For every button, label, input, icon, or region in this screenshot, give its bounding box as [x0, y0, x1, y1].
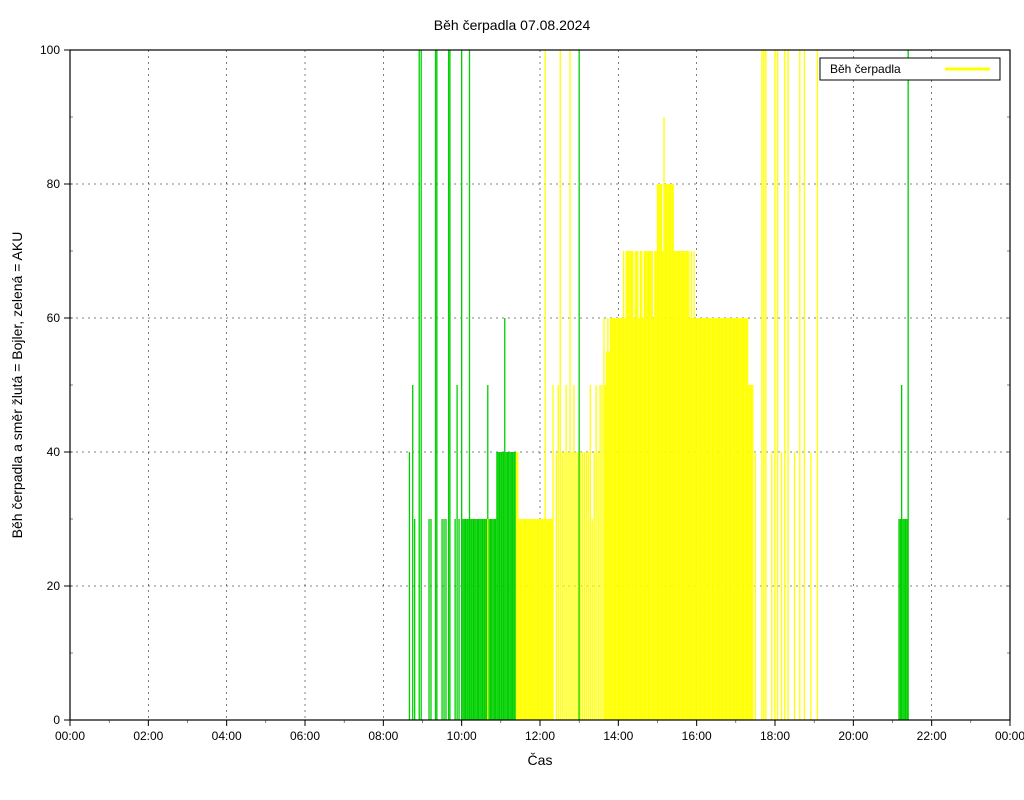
- chart-container: Běh čerpadla 07.08.202400:0002:0004:0006…: [0, 0, 1024, 800]
- svg-text:80: 80: [47, 177, 61, 191]
- svg-text:40: 40: [47, 445, 61, 459]
- legend-label: Běh čerpadla: [830, 62, 901, 76]
- svg-text:00:00: 00:00: [995, 729, 1024, 743]
- svg-text:18:00: 18:00: [760, 729, 790, 743]
- svg-text:20: 20: [47, 579, 61, 593]
- legend: Běh čerpadla: [820, 58, 1000, 80]
- svg-text:Čas: Čas: [528, 752, 553, 768]
- svg-text:06:00: 06:00: [290, 729, 320, 743]
- svg-text:20:00: 20:00: [838, 729, 868, 743]
- svg-text:Běh čerpadla 07.08.2024: Běh čerpadla 07.08.2024: [434, 17, 591, 33]
- chart-svg: Běh čerpadla 07.08.202400:0002:0004:0006…: [0, 0, 1024, 800]
- svg-text:02:00: 02:00: [133, 729, 163, 743]
- svg-text:60: 60: [47, 311, 61, 325]
- svg-text:10:00: 10:00: [447, 729, 477, 743]
- svg-text:08:00: 08:00: [368, 729, 398, 743]
- svg-text:12:00: 12:00: [525, 729, 555, 743]
- svg-text:04:00: 04:00: [212, 729, 242, 743]
- svg-text:00:00: 00:00: [55, 729, 85, 743]
- svg-text:16:00: 16:00: [682, 729, 712, 743]
- svg-text:14:00: 14:00: [603, 729, 633, 743]
- svg-text:22:00: 22:00: [917, 729, 947, 743]
- svg-text:100: 100: [40, 43, 60, 57]
- svg-text:0: 0: [53, 713, 60, 727]
- svg-text:Běh čerpadla a směr žlutá = Bo: Běh čerpadla a směr žlutá = Bojler, zele…: [9, 232, 25, 539]
